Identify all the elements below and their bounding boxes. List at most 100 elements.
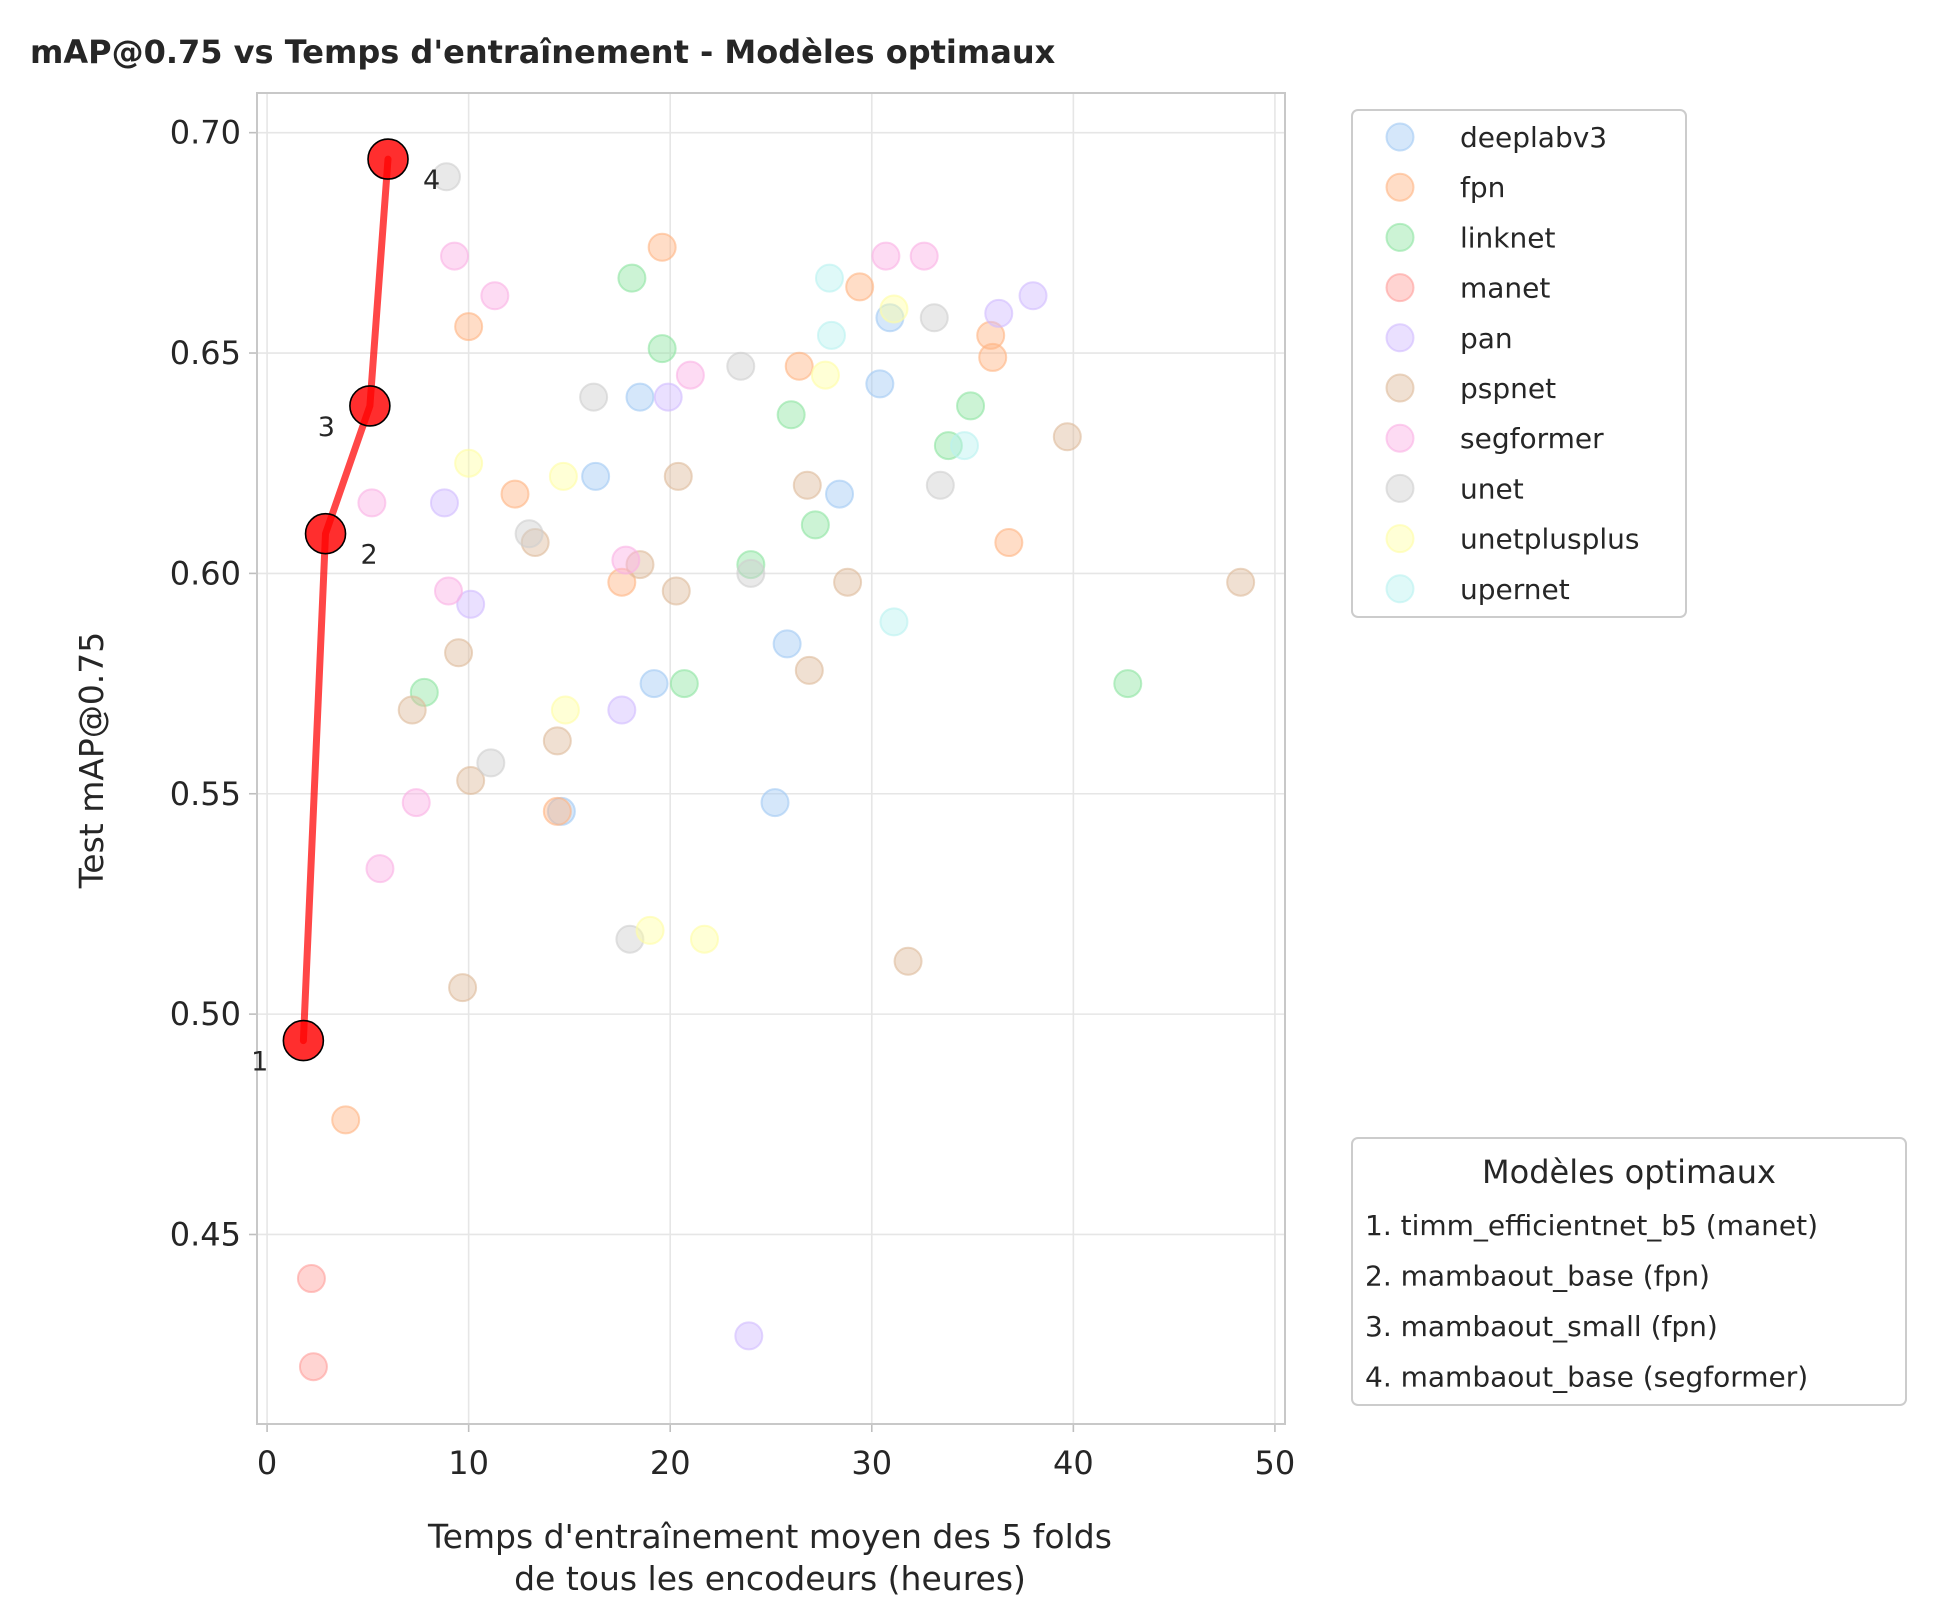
data-point-segformer	[365, 854, 395, 884]
legend-marker-deeplabv3	[1385, 122, 1415, 152]
data-point-deeplabv3	[760, 788, 790, 818]
data-point-pspnet	[1052, 422, 1082, 452]
legend-marker-unet	[1385, 473, 1415, 503]
data-point-fpn	[500, 479, 530, 509]
chart-title: mAP@0.75 vs Temps d'entraînement - Modèl…	[30, 33, 1056, 71]
data-point-pspnet	[893, 946, 923, 976]
x-tick-label: 0	[257, 1444, 277, 1482]
optimal-models-legend-entry: 2. mambaout_base (fpn)	[1365, 1260, 1710, 1293]
data-point-deeplabv3	[625, 382, 655, 412]
legend-label-linknet: linknet	[1460, 221, 1555, 254]
data-point-fpn	[647, 232, 677, 262]
data-point-pspnet	[1226, 567, 1256, 597]
optimal-models-legend-title: Modèles optimaux	[1482, 1153, 1776, 1191]
legend-label-unet: unet	[1460, 472, 1524, 505]
legend-marker-upernet	[1385, 574, 1415, 604]
data-point-pan	[984, 298, 1014, 328]
data-point-pspnet	[661, 576, 691, 606]
x-axis-label-line-2: de tous les encodeurs (heures)	[514, 1559, 1026, 1598]
legend-marker-pspnet	[1385, 373, 1415, 403]
y-tick-label: 0.45	[170, 1215, 241, 1253]
data-point-segformer	[871, 241, 901, 271]
data-point-segformer	[909, 241, 939, 271]
data-point-pspnet	[444, 638, 474, 668]
data-point-segformer	[440, 241, 470, 271]
data-point-upernet	[879, 607, 909, 637]
pareto-point	[367, 138, 409, 180]
legend-marker-segformer	[1385, 423, 1415, 453]
pareto-front-line	[299, 155, 392, 1045]
legend-marker-manet	[1385, 273, 1415, 303]
data-point-unetplusplus	[635, 915, 665, 945]
legend-label-pspnet: pspnet	[1460, 372, 1556, 405]
data-point-unet	[919, 303, 949, 333]
data-point-pspnet	[397, 695, 427, 725]
optimal-models-legend-entry: 4. mambaout_base (segformer)	[1365, 1361, 1808, 1394]
pareto-point-label: 4	[423, 165, 440, 196]
data-point-fpn	[784, 351, 814, 381]
x-tick-label: 30	[851, 1444, 892, 1482]
data-point-unetplusplus	[454, 448, 484, 478]
legend-marker-pan	[1385, 323, 1415, 353]
optimal-models-legend-entry: 1. timm_efficientnet_b5 (manet)	[1365, 1209, 1818, 1242]
legend-label-segformer: segformer	[1460, 422, 1604, 455]
data-point-pan	[456, 589, 486, 619]
data-point-deeplabv3	[772, 629, 802, 659]
data-point-pspnet	[448, 973, 478, 1003]
legend-marker-unetplusplus	[1385, 524, 1415, 554]
data-point-fpn	[331, 1105, 361, 1135]
data-point-upernet	[816, 320, 846, 350]
pareto-point	[282, 1019, 325, 1062]
data-point-unetplusplus	[689, 924, 719, 954]
data-point-unetplusplus	[810, 360, 840, 390]
data-point-linknet	[800, 510, 830, 540]
x-axis-label-line-1: Temps d'entraînement moyen des 5 folds	[427, 1517, 1112, 1556]
data-point-pspnet	[833, 567, 863, 597]
y-tick-label: 0.60	[170, 554, 241, 592]
data-point-unet	[579, 382, 609, 412]
data-point-pan	[653, 382, 683, 412]
data-point-fpn	[607, 567, 637, 597]
data-point-linknet	[933, 431, 963, 461]
data-point-unet	[514, 519, 544, 549]
data-point-segformer	[480, 281, 510, 311]
legend-label-deeplabv3: deeplabv3	[1460, 121, 1607, 154]
pareto-point-label: 2	[361, 540, 378, 571]
data-point-segformer	[611, 545, 641, 575]
data-point-linknet	[1113, 669, 1143, 699]
optimal-models-legend	[1351, 1137, 1907, 1406]
data-point-unet	[431, 162, 461, 192]
data-point-linknet	[736, 550, 766, 580]
data-point-linknet	[647, 334, 677, 364]
legend-marker-fpn	[1385, 172, 1415, 202]
data-point-segformer	[675, 360, 705, 390]
data-point-segformer	[433, 576, 463, 606]
data-point-fpn	[845, 272, 875, 302]
legend-label-manet: manet	[1460, 272, 1550, 305]
data-point-deeplabv3	[825, 479, 855, 509]
data-point-unetplusplus	[548, 461, 578, 491]
data-point-pspnet	[542, 726, 572, 756]
data-point-deeplabv3	[581, 461, 611, 491]
legend-marker-linknet	[1385, 222, 1415, 252]
pareto-point-label: 3	[318, 412, 335, 443]
legend-label-fpn: fpn	[1460, 171, 1505, 204]
y-tick-label: 0.65	[170, 334, 241, 372]
data-point-fpn	[976, 320, 1006, 350]
data-point-pan	[429, 488, 459, 518]
optimal-models-legend-entry: 3. mambaout_small (fpn)	[1365, 1310, 1718, 1343]
data-point-fpn	[978, 342, 1008, 372]
data-point-unet	[476, 748, 506, 778]
data-point-unet	[736, 558, 766, 588]
x-tick-label: 50	[1255, 1444, 1296, 1482]
data-point-unet	[925, 470, 955, 500]
pareto-point	[349, 385, 391, 427]
data-point-segformer	[357, 488, 387, 518]
data-point-pspnet	[792, 470, 822, 500]
data-point-fpn	[994, 528, 1024, 558]
data-point-pan	[1018, 281, 1048, 311]
data-point-linknet	[617, 263, 647, 293]
grid-lines	[257, 93, 1285, 1424]
